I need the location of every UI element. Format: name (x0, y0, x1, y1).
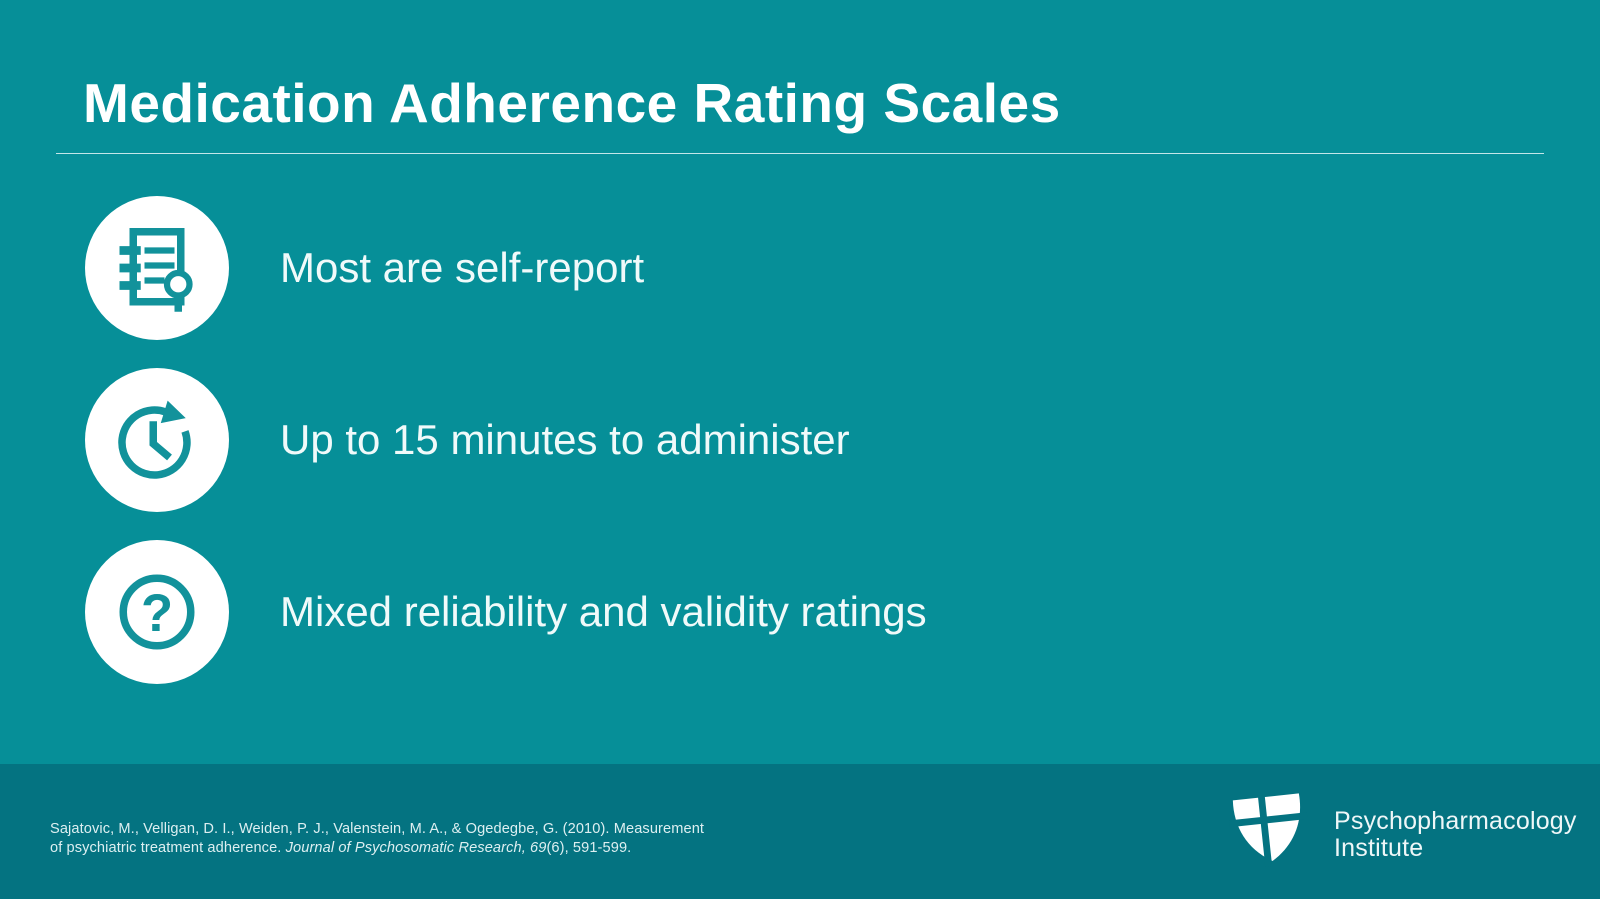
logo-text-line-1: Psychopharmacology (1334, 807, 1577, 835)
bullet-label: Mixed reliability and validity ratings (280, 588, 927, 635)
svg-text:?: ? (141, 584, 173, 643)
citation-text: Sajatovic, M., Velligan, D. I., Weiden, … (50, 820, 704, 857)
institute-logo: Psychopharmacology Institute (1228, 786, 1577, 868)
shield-cross-icon (1228, 786, 1310, 868)
bullet-row-reliability: ? Mixed reliability and validity ratings (85, 540, 927, 684)
logo-text-line-2: Institute (1334, 834, 1424, 862)
bullet-icon-circle (85, 368, 229, 512)
citation-line-2: of psychiatric treatment adherence. Jour… (50, 839, 632, 856)
footer-bar: Sajatovic, M., Velligan, D. I., Weiden, … (0, 764, 1600, 899)
citation-line-1: Sajatovic, M., Velligan, D. I., Weiden, … (50, 821, 705, 837)
bullet-label: Up to 15 minutes to administer (280, 416, 850, 463)
page-title: Medication Adherence Rating Scales (83, 72, 1061, 134)
bullet-label: Most are self-report (280, 244, 645, 291)
bullet-row-self-report: Most are self-report (85, 196, 644, 340)
bullet-icon-circle (85, 196, 229, 340)
question-circle-icon: ? (107, 562, 207, 662)
notes-magnifier-icon (107, 218, 207, 318)
clock-history-icon (107, 390, 207, 490)
bullet-icon-circle: ? (85, 540, 229, 684)
logo-text: Psychopharmacology Institute (1334, 786, 1577, 862)
title-divider (56, 153, 1544, 154)
bullet-row-administer-time: Up to 15 minutes to administer (85, 368, 850, 512)
